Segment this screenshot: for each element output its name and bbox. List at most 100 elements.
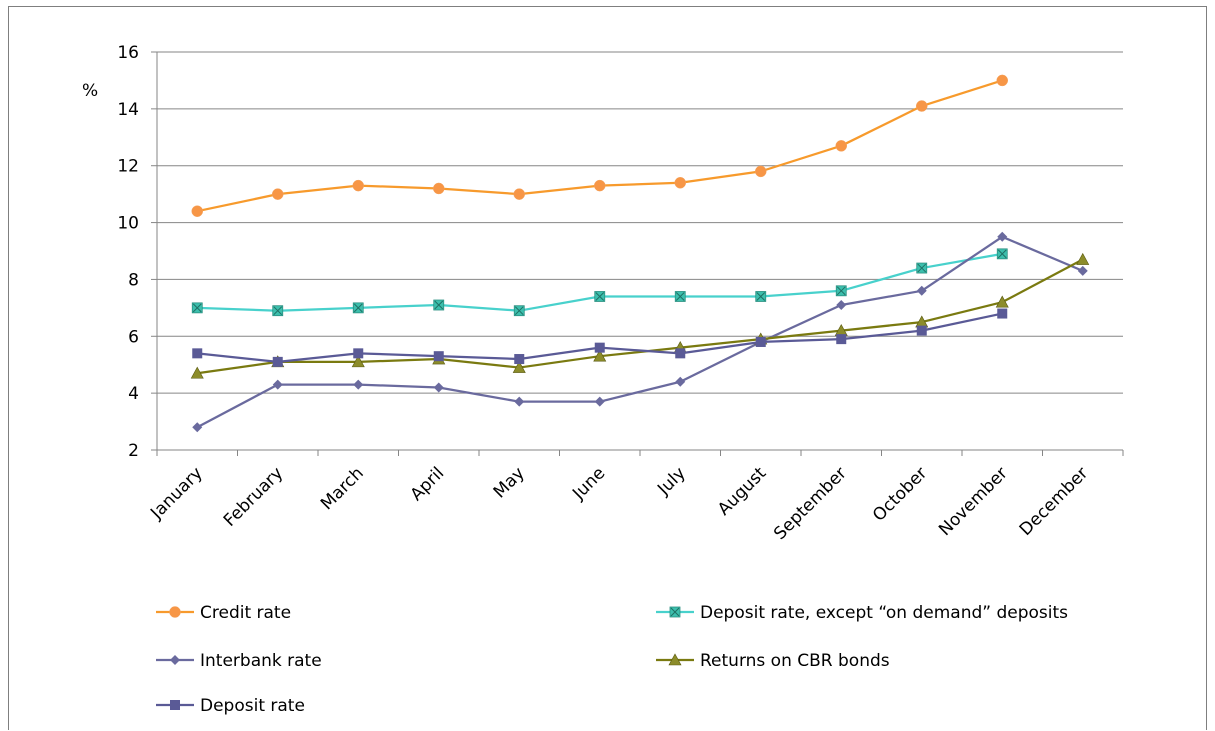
data-point	[835, 140, 847, 152]
series-3	[190, 252, 1090, 379]
data-point	[1077, 265, 1088, 276]
legend-swatch-marker	[170, 700, 180, 710]
data-point	[755, 165, 767, 178]
y-tick-label: 6	[128, 327, 139, 347]
legend-item-3: Returns on CBR bonds	[656, 651, 890, 671]
legend-label: Interbank rate	[200, 651, 322, 671]
data-point	[755, 291, 767, 302]
series-line	[196, 235, 1084, 429]
y-tick-label: 14	[117, 100, 139, 120]
y-tick-label: 2	[128, 441, 139, 461]
data-point	[272, 379, 283, 390]
y-tick-label: 10	[117, 214, 139, 234]
legend-item-1: Deposit rate, except “on demand” deposit…	[656, 603, 1068, 623]
data-point	[916, 325, 927, 336]
data-point	[594, 342, 605, 353]
data-point	[594, 291, 606, 302]
legend-label: Returns on CBR bonds	[700, 651, 890, 671]
data-point	[675, 348, 686, 359]
data-point	[675, 376, 686, 387]
data-point	[674, 291, 686, 302]
data-point	[593, 349, 607, 362]
y-tick-labels: 2 4 6 8 10 12 14 16	[117, 43, 139, 461]
legend-swatch-marker	[170, 655, 180, 665]
data-point	[513, 188, 525, 200]
data-point	[594, 179, 606, 192]
legend-swatch-marker	[169, 606, 181, 618]
data-point	[594, 396, 605, 407]
axes	[151, 51, 1124, 456]
legend: Credit rate Deposit rate, except “on dema…	[156, 603, 1068, 716]
data-point	[433, 299, 445, 311]
x-tick-label: September	[770, 463, 851, 544]
x-tick-label: January	[146, 463, 206, 523]
legend-label: Deposit rate	[200, 696, 305, 716]
x-tick-labels: January February March April May June July Augu…	[146, 463, 1092, 544]
series-line	[197, 258, 1084, 375]
data-point	[353, 348, 364, 359]
data-point	[836, 300, 847, 311]
x-tick-label: December	[1016, 463, 1092, 539]
y-tick-label: 4	[128, 384, 139, 404]
data-point	[916, 262, 928, 274]
x-tick-label: March	[317, 463, 368, 514]
data-point	[433, 382, 444, 393]
legend-label: Deposit rate, except “on demand” deposit…	[700, 603, 1068, 623]
data-point	[272, 356, 283, 367]
data-point	[514, 396, 525, 407]
data-point	[352, 179, 364, 192]
data-point	[353, 379, 364, 390]
y-axis-label: %	[82, 81, 98, 101]
x-tick-label: May	[490, 463, 529, 502]
y-tick-label: 16	[117, 43, 139, 63]
y-tick-label: 12	[117, 157, 139, 177]
legend-item-0: Credit rate	[156, 603, 291, 623]
legend-swatch-marker	[669, 606, 681, 618]
data-point	[835, 285, 847, 297]
series-line	[197, 252, 1003, 312]
x-tick-label: June	[568, 463, 609, 504]
series-group	[190, 74, 1090, 433]
data-point	[514, 354, 525, 365]
legend-label: Credit rate	[200, 603, 291, 623]
series-0	[191, 74, 1008, 217]
y-tick-label: 8	[128, 270, 139, 290]
data-point	[916, 285, 927, 296]
data-point	[512, 360, 526, 373]
data-point	[836, 334, 847, 345]
grid-lines	[157, 51, 1123, 394]
data-point	[192, 422, 203, 433]
data-point	[191, 205, 203, 217]
x-tick-label: July	[653, 463, 689, 499]
data-point	[352, 302, 364, 314]
series-1	[191, 248, 1008, 317]
data-point	[272, 305, 284, 317]
data-point	[755, 336, 766, 347]
data-point	[191, 302, 203, 314]
series-4	[192, 308, 1008, 367]
x-tick-label: August	[714, 463, 770, 519]
x-tick-label: April	[407, 463, 449, 505]
data-point	[1076, 252, 1090, 265]
data-point	[433, 182, 445, 195]
data-point	[433, 351, 444, 362]
data-point	[997, 308, 1008, 319]
data-point	[272, 188, 284, 200]
data-point	[190, 366, 204, 379]
data-point	[674, 177, 686, 189]
data-point	[513, 305, 525, 317]
legend-swatch-marker	[668, 653, 682, 666]
data-point	[997, 231, 1008, 242]
data-point	[996, 248, 1008, 260]
x-tick-label: November	[935, 463, 1012, 540]
data-point	[916, 100, 928, 112]
x-tick-label: October	[869, 463, 931, 525]
data-point	[351, 355, 365, 368]
data-point	[192, 348, 203, 359]
x-tick-label: February	[220, 463, 287, 530]
series-2	[192, 231, 1088, 433]
data-point	[996, 74, 1008, 87]
legend-item-2: Interbank rate	[156, 651, 322, 671]
data-point	[995, 295, 1009, 308]
